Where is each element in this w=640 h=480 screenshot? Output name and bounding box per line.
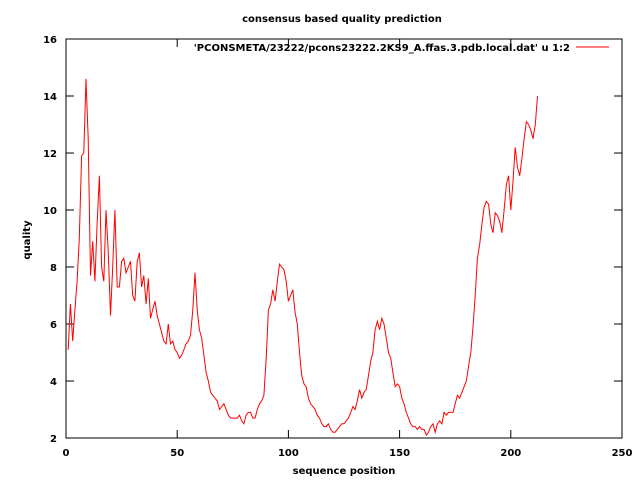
y-tick-label: 10 xyxy=(43,206,57,217)
y-tick-label: 6 xyxy=(50,320,57,331)
y-tick-label: 12 xyxy=(43,149,57,160)
y-tick-label: 14 xyxy=(43,92,57,103)
plot-frame xyxy=(65,38,623,439)
y-tick-label: 2 xyxy=(50,434,57,445)
y-axis-label: quality xyxy=(22,220,33,260)
x-tick-label: 200 xyxy=(500,448,521,459)
x-axis-label: sequence position xyxy=(293,466,396,477)
x-tick-label: 150 xyxy=(389,448,410,459)
x-tick-label: 50 xyxy=(170,448,184,459)
legend-label: 'PCONSMETA/23222/pcons23222.2KS9_A.ffas.… xyxy=(194,43,570,54)
x-tick-label: 100 xyxy=(278,448,299,459)
y-tick-label: 16 xyxy=(43,35,57,46)
y-tick-label: 8 xyxy=(50,263,57,274)
y-tick-label: 4 xyxy=(50,377,57,388)
series-line xyxy=(67,78,538,437)
chart-title: consensus based quality prediction xyxy=(242,14,442,25)
x-tick-label: 0 xyxy=(63,448,70,459)
x-tick-label: 250 xyxy=(612,448,633,459)
